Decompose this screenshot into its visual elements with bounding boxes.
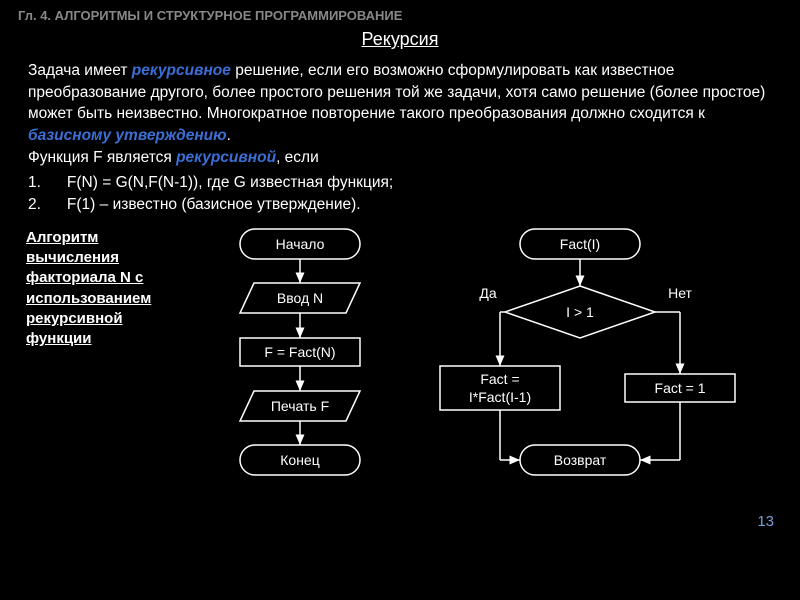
algorithm-title: Алгоритм вычисления факториала N с испол… bbox=[26, 228, 181, 350]
svg-text:Начало: Начало bbox=[276, 236, 325, 252]
chapter-header: Гл. 4. АЛГОРИТМЫ И СТРУКТУРНОЕ ПРОГРАММИ… bbox=[0, 0, 800, 23]
kw-base: базисному утверждению bbox=[28, 127, 227, 144]
list-item: 1. F(N) = G(N,F(N-1)), где G известная ф… bbox=[28, 172, 772, 194]
para-post1: . bbox=[227, 127, 231, 144]
svg-text:F = Fact(N): F = Fact(N) bbox=[264, 344, 335, 360]
svg-text:Fact(I): Fact(I) bbox=[560, 236, 600, 252]
svg-text:Печать F: Печать F bbox=[271, 398, 329, 414]
kw-recursive2: рекурсивной bbox=[176, 149, 276, 166]
kw-recursive: рекурсивное bbox=[132, 62, 231, 79]
def-post: , если bbox=[276, 149, 319, 166]
list-item: 2. F(1) – известно (базисное утверждение… bbox=[28, 194, 772, 216]
item2-text: F(1) – известно (базисное утверждение). bbox=[67, 196, 361, 213]
item1-text: F(N) = G(N,F(N-1)), где G известная функ… bbox=[67, 174, 393, 191]
svg-text:Нет: Нет bbox=[668, 285, 692, 301]
body-text: Задача имеет рекурсивное решение, если е… bbox=[0, 60, 800, 216]
svg-text:Возврат: Возврат bbox=[554, 452, 607, 468]
svg-text:I > 1: I > 1 bbox=[566, 304, 594, 320]
svg-text:Fact =: Fact = bbox=[480, 371, 519, 387]
svg-text:Fact = 1: Fact = 1 bbox=[655, 380, 706, 396]
svg-text:Конец: Конец bbox=[280, 452, 319, 468]
svg-text:Ввод N: Ввод N bbox=[277, 290, 323, 306]
flowchart-area: Алгоритм вычисления факториала N с испол… bbox=[0, 216, 800, 536]
page-title: Рекурсия bbox=[0, 29, 800, 50]
def-pre: Функция F является bbox=[28, 149, 176, 166]
svg-text:I*Fact(I-1): I*Fact(I-1) bbox=[469, 389, 531, 405]
svg-text:Да: Да bbox=[479, 285, 496, 301]
page-number: 13 bbox=[757, 513, 774, 530]
para-pre1: Задача имеет bbox=[28, 62, 132, 79]
